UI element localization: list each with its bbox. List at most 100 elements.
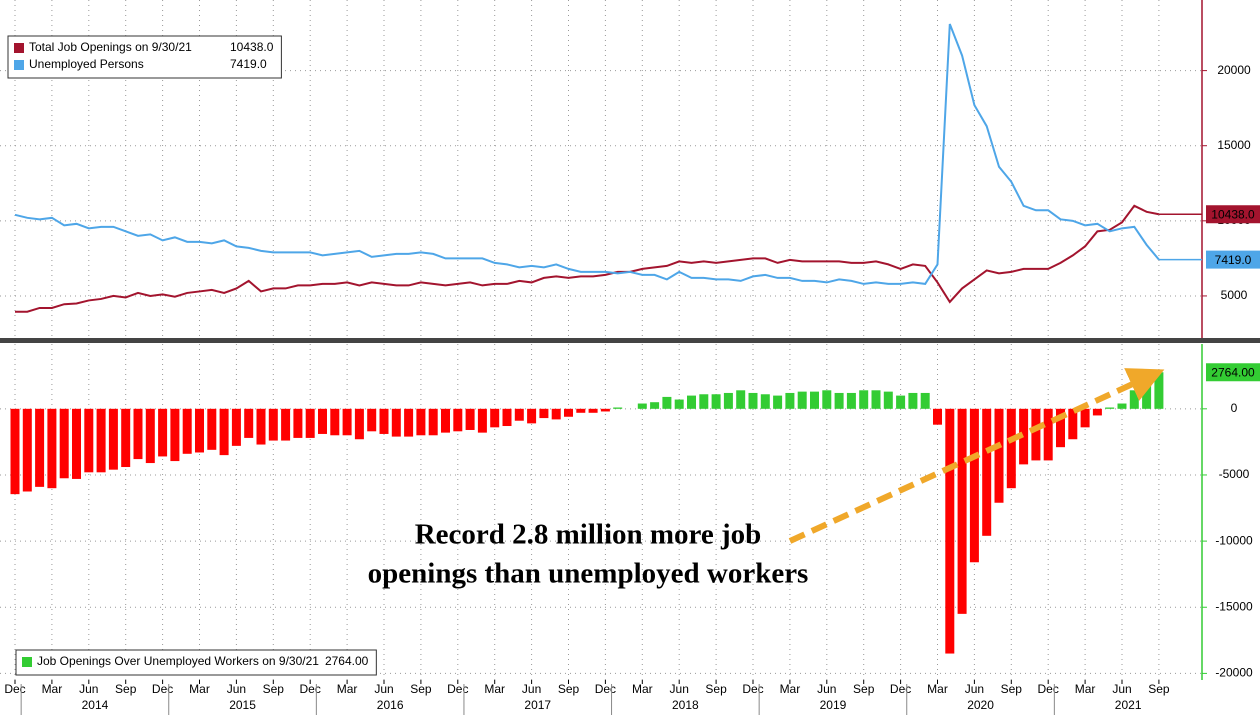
bar [994,408,1004,503]
bar [564,408,573,417]
x-tick-label: Sep [1001,682,1023,696]
x-tick-label: Sep [263,682,285,696]
bar [600,408,610,412]
bar [170,408,180,462]
bar [982,408,992,536]
bar [933,408,942,425]
bar [72,408,81,479]
x-tick-label: Dec [1038,682,1059,696]
bar [613,407,623,409]
last-value-label: 7419.0 [1215,253,1252,267]
x-tick-label: Jun [522,682,541,696]
bar [391,408,401,437]
bar [785,392,795,409]
bar [1068,408,1078,440]
bar [1092,408,1102,416]
x-tick-label: Sep [1148,682,1170,696]
last-value-label: 10438.0 [1211,207,1255,221]
bar [453,408,463,432]
bar [650,402,660,409]
x-tick-label: Mar [927,682,948,696]
legend: Job Openings Over Unemployed Workers on … [15,649,377,676]
bar [920,392,930,409]
y-tick-label: 20000 [1217,63,1251,77]
panel-separator [1200,338,1260,343]
bar [59,408,69,479]
x-tick-label: Jun [817,682,836,696]
bar [723,392,733,409]
bar [379,408,389,434]
x-tick-label: Sep [853,682,875,696]
legend-label: Job Openings Over Unemployed Workers on … [37,654,319,668]
bar [121,408,131,468]
bar [1154,372,1164,409]
bar [687,395,696,409]
bar [404,408,414,437]
bar [834,392,844,409]
bar [268,408,278,441]
bar [883,391,893,409]
bar [822,390,832,409]
bar [256,408,266,445]
x-tick-label: Jun [965,682,984,696]
bar [490,408,500,428]
bar [84,408,94,473]
legend-swatch [14,43,24,53]
bar [699,394,709,409]
year-label: 2016 [377,698,404,712]
legend-value: 2764.00 [325,654,369,668]
bar [502,408,512,427]
y-tick-label: 0 [1231,401,1238,415]
bar [797,391,807,409]
bar [441,408,450,433]
x-tick-label: Jun [1112,682,1131,696]
bar [47,408,57,489]
annotation: Record 2.8 million more job [415,519,762,551]
bar [108,408,118,470]
x-tick-label: Sep [410,682,432,696]
bar [773,395,783,409]
legend-swatch [22,657,32,667]
bar [477,408,487,433]
bar [1056,408,1065,448]
legend-label: Unemployed Persons [29,57,144,71]
bar [539,408,549,419]
legend-box [7,35,282,79]
x-tick-label: Sep [705,682,727,696]
year-label: 2020 [967,698,994,712]
bar [1142,379,1152,409]
x-tick-label: Mar [780,682,801,696]
bar [760,394,770,409]
bar [354,408,364,440]
year-label: 2018 [672,698,699,712]
annotation: openings than unemployed workers [368,558,809,590]
bar [219,408,229,456]
bar [859,390,869,409]
bar [96,408,106,473]
x-tick-label: Mar [337,682,358,696]
bar [1129,390,1139,409]
year-label: 2014 [82,698,109,712]
bar [908,392,918,409]
bar [846,392,856,409]
year-label: 2015 [229,698,256,712]
bar [527,408,537,424]
bar [22,408,32,492]
bar [711,394,721,409]
bar [576,408,586,413]
x-tick-label: Dec [742,682,763,696]
bar [182,408,192,454]
legend-swatch [14,60,24,70]
y-tick-label: -5000 [1219,467,1250,481]
y-tick-label: -10000 [1215,533,1253,547]
bar [514,408,524,421]
bar [1043,408,1053,461]
bar [1117,403,1127,409]
legend-value: 10438.0 [230,40,274,54]
bar [145,408,155,464]
x-tick-label: Dec [595,682,616,696]
bar [231,408,241,446]
bar [662,396,672,409]
